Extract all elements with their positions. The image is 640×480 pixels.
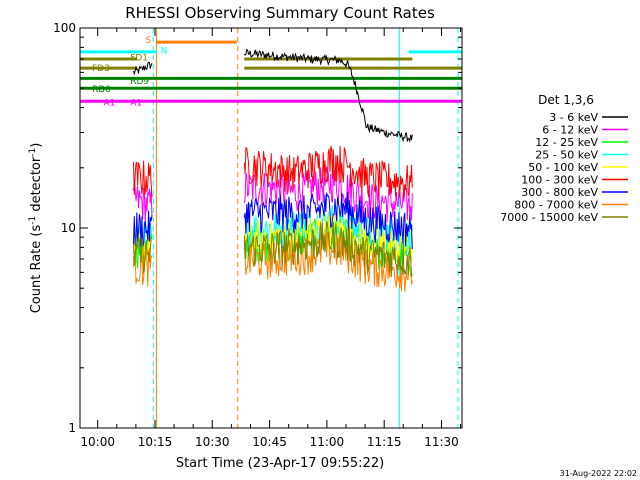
- legend-label-2: 12 - 25 keV: [535, 136, 598, 149]
- legend-title: Det 1,3,6: [538, 93, 594, 107]
- chart-title: RHESSI Observing Summary Count Rates: [125, 4, 435, 22]
- flag-label-fd1-2: FD1: [130, 54, 148, 64]
- series-0-segment-0: [133, 61, 153, 76]
- x-tick-label-1: 10:15: [138, 435, 173, 449]
- series-4-segment-1: [243, 213, 413, 265]
- flag-label-fd3-3: FD3: [92, 64, 110, 74]
- x-tick-label-4: 11:00: [310, 435, 345, 449]
- x-tick-label-6: 11:30: [424, 435, 459, 449]
- y-axis-label: Count Rate (s-1 detector-1): [28, 143, 44, 314]
- y-tick-label-0: 1: [68, 421, 76, 435]
- plot-area: SN FD1 FD3 RD9 RD6 A1 A1: [80, 28, 462, 428]
- legend-label-8: 7000 - 15000 keV: [500, 211, 598, 224]
- x-tick-label-3: 10:45: [252, 435, 287, 449]
- y-tick-label-1: 10: [61, 221, 76, 235]
- series-0-segment-1: [243, 48, 413, 143]
- y-tick-label-2: 100: [53, 21, 76, 35]
- x-tick-label-2: 10:30: [195, 435, 230, 449]
- y-axis: 1 10 100: [53, 21, 462, 435]
- timestamp: 31-Aug-2022 22:02: [560, 469, 637, 478]
- flag-label-a1-6: A1: [103, 98, 115, 108]
- x-axis: 10:00 10:15 10:30 10:45 11:00 11:15 11:30: [80, 28, 462, 449]
- series-6-segment-1: [243, 191, 413, 250]
- flag-label-n-1: N: [161, 47, 168, 57]
- legend-label-6: 300 - 800 keV: [521, 186, 598, 199]
- flag-label-s-0: S: [145, 36, 151, 46]
- series-1-segment-0: [133, 182, 153, 224]
- flag-label-rd9-4: RD9: [130, 77, 149, 87]
- legend-label-7: 800 - 7000 keV: [514, 199, 598, 212]
- series-5-segment-1: [243, 145, 413, 198]
- x-axis-label: Start Time (23-Apr-17 09:55:22): [176, 456, 384, 471]
- series-5-segment-0: [133, 160, 153, 198]
- x-tick-label-0: 10:00: [80, 435, 115, 449]
- legend-label-0: 3 - 6 keV: [549, 111, 598, 124]
- legend-label-5: 100 - 300 keV: [521, 174, 598, 187]
- series-8-segment-0: [133, 236, 153, 274]
- series-8-segment-1: [243, 220, 413, 278]
- flag-label-a1-7: A1: [130, 98, 142, 108]
- flag-label-rd6-5: RD6: [92, 85, 111, 95]
- legend-label-1: 6 - 12 keV: [542, 124, 598, 137]
- legend-label-4: 50 - 100 keV: [528, 161, 598, 174]
- legend-label-3: 25 - 50 keV: [535, 149, 598, 162]
- x-tick-label-5: 11:15: [367, 435, 402, 449]
